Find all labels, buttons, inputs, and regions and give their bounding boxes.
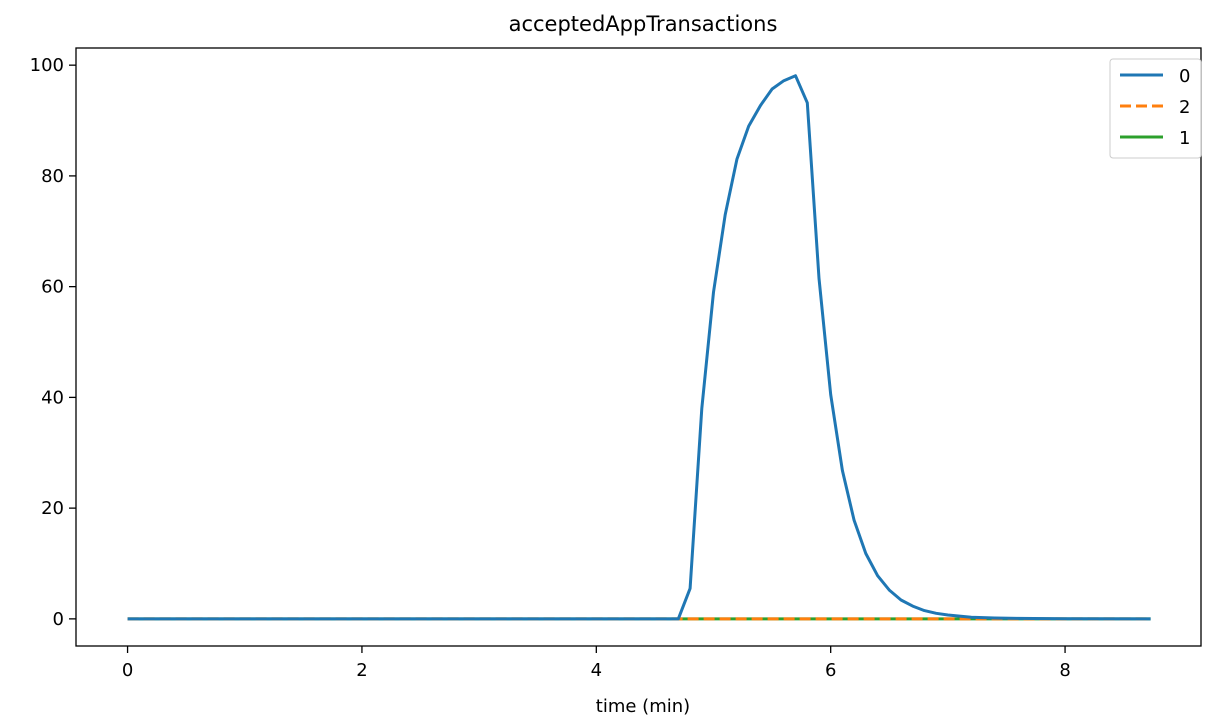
x-tick-label: 6 [825,660,836,681]
y-tick-label: 60 [41,277,64,298]
x-axis-ticks: 0 2 4 6 8 [122,646,1071,681]
legend-label-0: 0 [1179,66,1190,87]
y-tick-label: 20 [41,498,64,519]
y-tick-label: 40 [41,387,64,408]
x-tick-label: 8 [1059,660,1070,681]
legend: 0 2 1 [1109,58,1202,159]
plot-frame [75,47,1202,647]
x-tick-label: 0 [122,660,133,681]
series-layer [127,74,1151,621]
y-tick-label: 100 [30,55,64,76]
x-axis-label: time (min) [596,696,690,717]
legend-box [1109,58,1202,159]
chart-title: acceptedAppTransactions [509,12,778,36]
x-tick-label: 4 [591,660,602,681]
legend-label-1: 1 [1179,128,1190,149]
series-line-0 [127,74,1151,621]
y-tick-label: 0 [53,609,64,630]
y-tick-label: 80 [41,166,64,187]
y-axis-ticks: 0 20 40 60 80 100 [30,55,76,630]
legend-label-2: 2 [1179,97,1190,118]
x-tick-label: 2 [356,660,367,681]
